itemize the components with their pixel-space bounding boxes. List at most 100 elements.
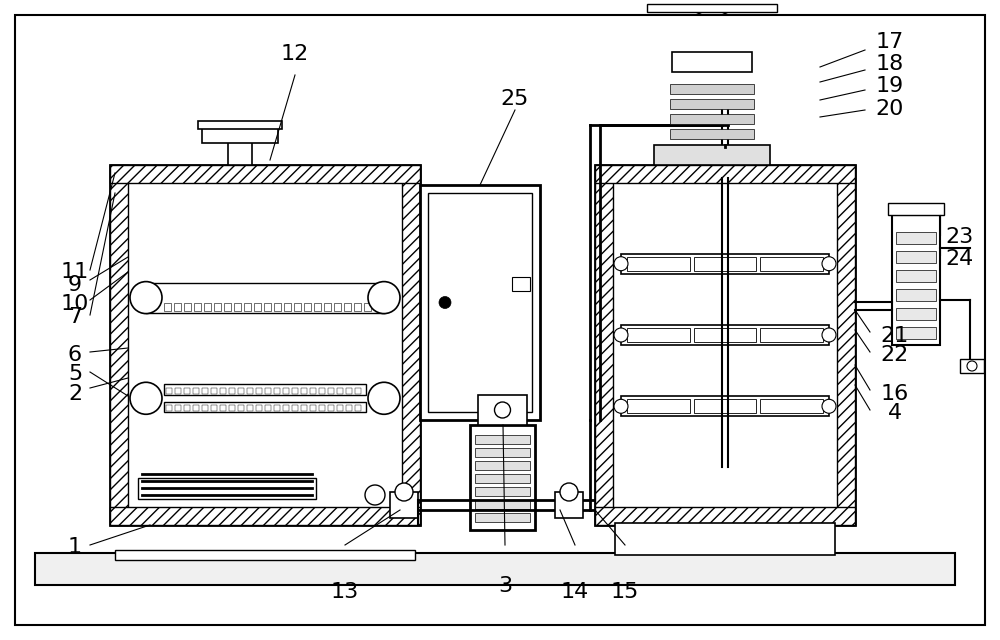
Bar	[627, 257, 690, 271]
Circle shape	[822, 399, 836, 413]
Bar	[234, 303, 241, 310]
Text: 2: 2	[68, 383, 82, 404]
Bar	[595, 165, 855, 183]
Bar	[896, 308, 936, 320]
Text: 19: 19	[876, 76, 904, 97]
Bar	[301, 388, 307, 394]
Bar	[621, 253, 829, 274]
Bar	[292, 388, 298, 394]
Circle shape	[614, 257, 628, 271]
Bar	[346, 405, 352, 412]
Bar	[621, 396, 829, 416]
Bar	[647, 4, 777, 12]
Bar	[354, 303, 361, 310]
Bar	[224, 303, 231, 310]
Bar	[892, 215, 940, 345]
Bar	[274, 303, 281, 310]
Bar	[229, 405, 235, 412]
Bar	[760, 257, 823, 271]
Bar	[355, 405, 361, 412]
Bar	[512, 276, 530, 291]
Bar	[294, 303, 301, 310]
Circle shape	[614, 328, 628, 342]
Bar	[310, 388, 316, 394]
Bar	[694, 328, 756, 342]
Bar	[615, 523, 835, 555]
Bar	[193, 388, 199, 394]
Polygon shape	[120, 525, 220, 553]
Bar	[264, 303, 271, 310]
Bar	[896, 289, 936, 301]
Bar	[310, 405, 316, 412]
Bar	[228, 135, 252, 165]
Bar	[344, 303, 351, 310]
Bar	[35, 553, 955, 585]
Text: 12: 12	[281, 44, 309, 65]
Bar	[202, 127, 278, 143]
Bar	[184, 303, 191, 310]
Text: 21: 21	[881, 326, 909, 346]
Bar	[470, 425, 535, 530]
Bar	[164, 384, 366, 395]
Bar	[670, 99, 754, 109]
Bar	[265, 388, 271, 394]
Bar	[627, 328, 690, 342]
Bar	[595, 165, 855, 525]
Bar	[166, 388, 172, 394]
Bar	[475, 487, 530, 496]
Bar	[247, 405, 253, 412]
Bar	[184, 388, 190, 394]
Bar	[555, 492, 583, 518]
Bar	[694, 257, 756, 271]
Text: 5: 5	[68, 364, 82, 385]
Circle shape	[560, 483, 578, 501]
Bar	[760, 399, 823, 413]
Bar	[220, 388, 226, 394]
Circle shape	[822, 257, 836, 271]
Bar	[265, 405, 271, 412]
Bar	[595, 507, 855, 525]
Bar	[896, 251, 936, 263]
Bar	[654, 145, 770, 165]
Text: 6: 6	[68, 345, 82, 365]
Bar	[364, 303, 371, 310]
Bar	[244, 303, 251, 310]
Bar	[475, 500, 530, 509]
Bar	[355, 388, 361, 394]
Bar	[274, 388, 280, 394]
Circle shape	[130, 382, 162, 414]
Bar	[202, 405, 208, 412]
Bar	[475, 461, 530, 470]
Bar	[328, 388, 334, 394]
Bar	[284, 303, 291, 310]
Bar	[254, 303, 261, 310]
Bar	[670, 129, 754, 139]
Bar	[238, 405, 244, 412]
Bar	[896, 270, 936, 282]
Bar	[337, 405, 343, 412]
Bar	[238, 388, 244, 394]
Bar	[229, 388, 235, 394]
Bar	[175, 388, 181, 394]
Circle shape	[365, 485, 385, 505]
Bar	[198, 121, 282, 129]
Text: 13: 13	[331, 582, 359, 602]
Text: 4: 4	[888, 403, 902, 423]
Bar	[292, 405, 298, 412]
Text: 24: 24	[946, 249, 974, 269]
Bar	[314, 303, 321, 310]
Bar	[211, 388, 217, 394]
Bar	[283, 405, 289, 412]
Bar	[346, 388, 352, 394]
Bar	[670, 114, 754, 124]
Bar	[475, 448, 530, 457]
Bar	[211, 405, 217, 412]
Text: 23: 23	[946, 227, 974, 247]
Text: 11: 11	[61, 262, 89, 282]
Text: 22: 22	[881, 345, 909, 365]
Bar	[324, 303, 331, 310]
Polygon shape	[613, 432, 837, 507]
Bar	[621, 325, 829, 345]
Bar	[337, 388, 343, 394]
Bar	[256, 388, 262, 394]
